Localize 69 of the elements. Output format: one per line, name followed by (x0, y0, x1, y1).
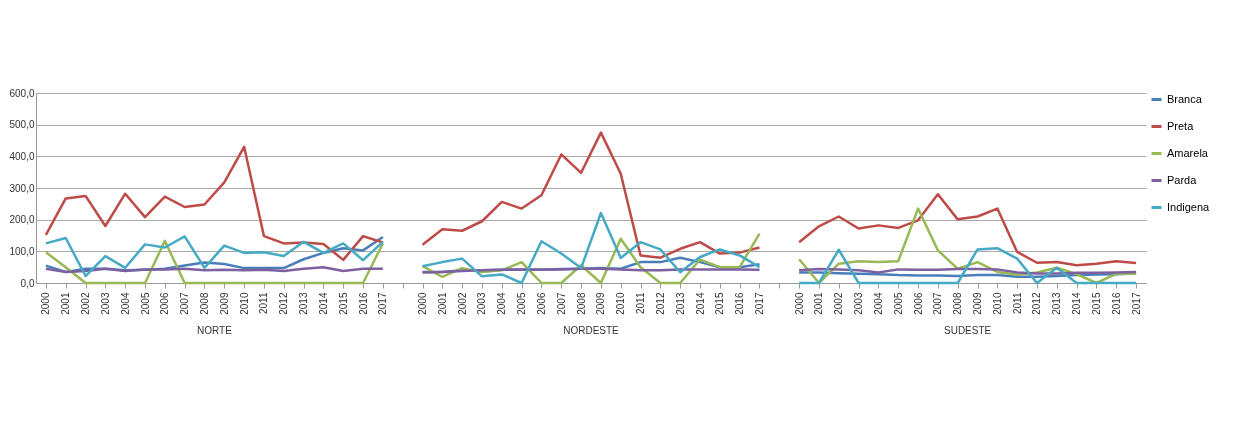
x-tick-label: 2007 (932, 292, 944, 315)
x-tick-label: 2017 (1130, 292, 1142, 315)
x-tick-label: 2006 (912, 292, 924, 315)
x-tick-label: 2004 (872, 292, 884, 315)
legend-label: Preta (1167, 119, 1195, 132)
legend-label: Amarela (1167, 146, 1209, 159)
x-tick-label: 2006 (535, 292, 547, 315)
x-tick-label: 2000 (417, 292, 429, 315)
y-tick-label: 500,0 (9, 119, 35, 131)
x-tick-label: 2015 (1090, 292, 1102, 315)
x-tick-label: 2001 (813, 292, 825, 315)
x-tick-label: 2010 (238, 292, 250, 315)
x-tick-label: 2014 (1071, 292, 1083, 315)
x-tick-label: 2016 (1110, 292, 1122, 315)
x-tick-label: 2017 (377, 292, 389, 315)
x-tick-label: 2003 (99, 292, 111, 315)
x-tick-label: 2002 (80, 292, 92, 315)
x-tick-label: 2004 (119, 292, 131, 315)
x-tick-label: 2016 (357, 292, 369, 315)
legend-label: Branca (1167, 92, 1203, 105)
x-tick-label: 2009 (218, 292, 230, 315)
x-tick-label: 2012 (278, 292, 290, 315)
y-tick-label: 100,0 (9, 245, 35, 257)
x-tick-label: 2002 (833, 292, 845, 315)
text: SUDESTE (943, 325, 992, 336)
x-tick-label: 2014 (694, 292, 706, 315)
y-tick-label: 300,0 (9, 182, 35, 194)
x-tick-label: 2000 (793, 292, 805, 315)
text: NORDESTE (563, 325, 620, 336)
x-tick-label: 2003 (853, 292, 865, 315)
x-tick-label: 2017 (753, 292, 765, 315)
x-tick-label: 2013 (1051, 292, 1063, 315)
x-tick-label: 2008 (952, 292, 964, 315)
x-tick-label: 2002 (456, 292, 468, 315)
x-tick-label: 2008 (198, 292, 210, 315)
x-tick-label: 2004 (496, 292, 508, 315)
x-tick-label: 2008 (575, 292, 587, 315)
y-tick-label: 400,0 (9, 150, 35, 162)
y-tick-label: 600,0 (9, 87, 35, 99)
x-tick-label: 2005 (892, 292, 904, 315)
x-tick-label: 2014 (317, 292, 329, 315)
x-tick-label: 2013 (298, 292, 310, 315)
x-tick-label: 2011 (258, 292, 270, 315)
x-tick-label: 2016 (734, 292, 746, 315)
x-tick-label: 2003 (476, 292, 488, 315)
x-tick-label: 2007 (179, 292, 191, 315)
x-tick-label: 2001 (436, 292, 448, 315)
x-tick-label: 2006 (159, 292, 171, 315)
x-tick-label: 2011 (635, 292, 647, 315)
x-tick-label: 2005 (516, 292, 528, 315)
x-tick-label: 2005 (139, 292, 151, 315)
legend-label: Parda (1167, 173, 1198, 186)
x-tick-label: 2007 (555, 292, 567, 315)
x-tick-label: 2011 (1011, 292, 1023, 315)
legend-label: Indigena (1167, 200, 1211, 213)
x-tick-label: 2012 (654, 292, 666, 315)
x-tick-label: 2015 (714, 292, 726, 315)
x-tick-label: 2015 (337, 292, 349, 315)
y-tick-label: 0,0 (20, 277, 35, 289)
x-tick-label: 2013 (674, 292, 686, 315)
x-tick-label: 2000 (40, 292, 52, 315)
x-tick-label: 2010 (991, 292, 1003, 315)
text: NORTE (196, 325, 233, 336)
y-tick-label: 200,0 (9, 214, 35, 226)
x-tick-label: 2010 (615, 292, 627, 315)
x-tick-label: 2009 (972, 292, 984, 315)
x-tick-label: 2001 (60, 292, 72, 315)
x-tick-label: 2012 (1031, 292, 1043, 315)
x-tick-label: 2009 (595, 292, 607, 315)
